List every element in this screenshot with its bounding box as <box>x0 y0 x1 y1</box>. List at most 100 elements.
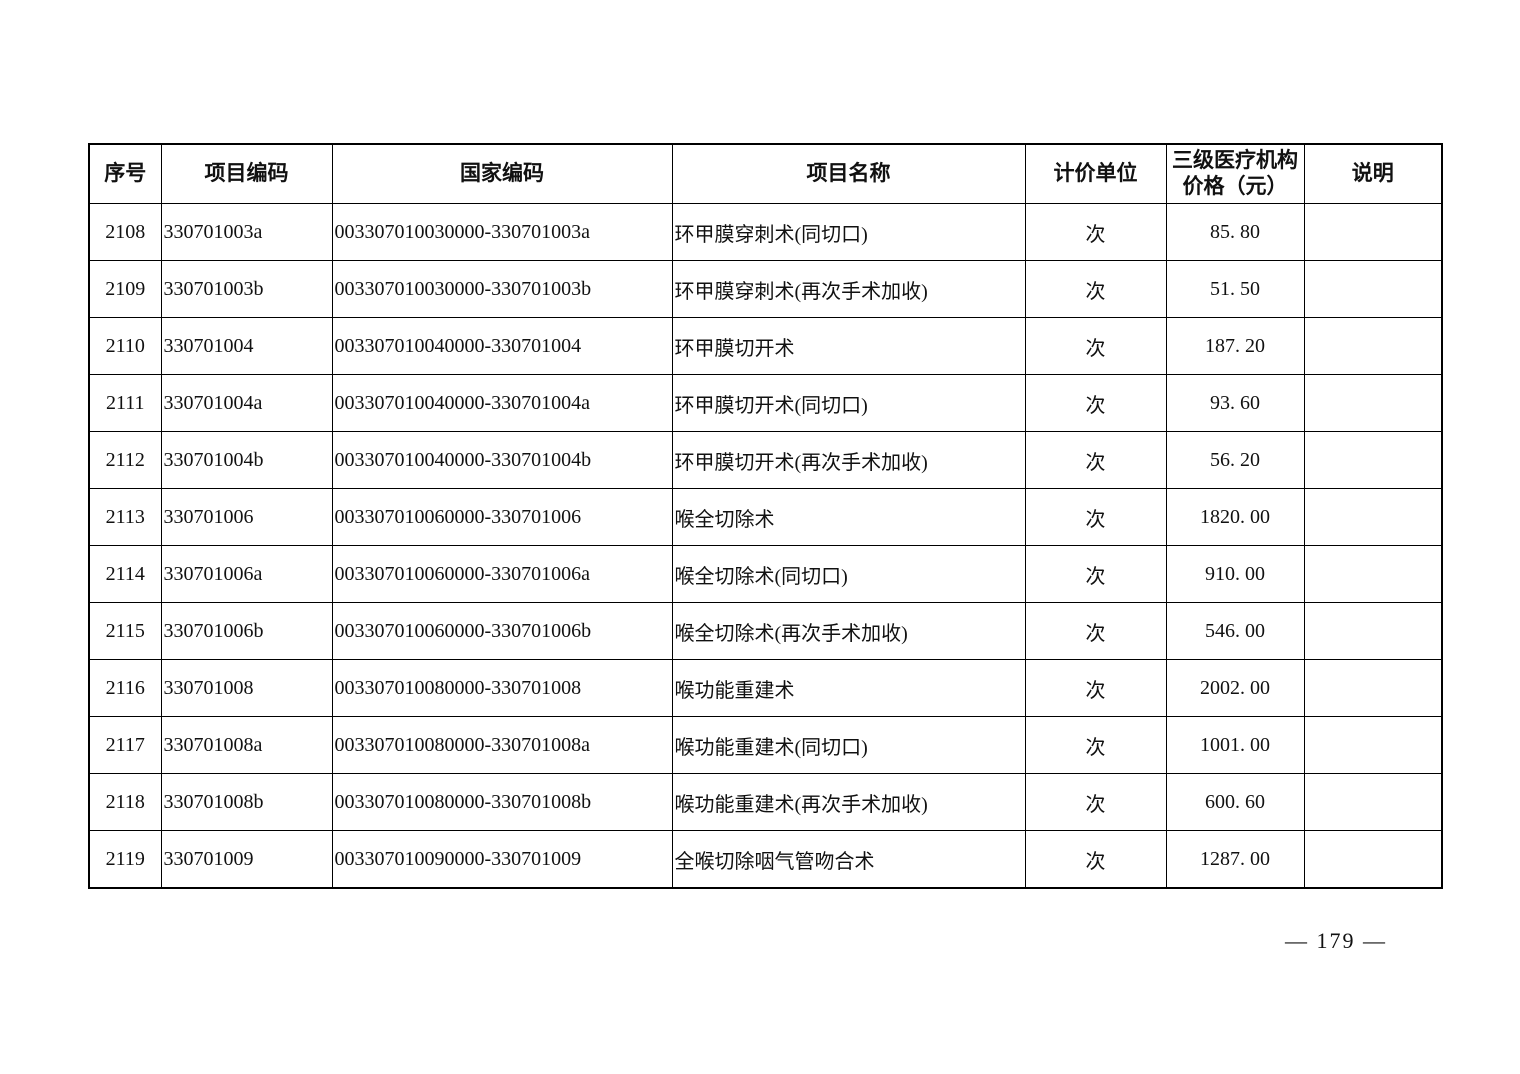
cell-seq: 2111 <box>88 374 162 432</box>
cell-item-code: 330701004b <box>160 431 333 489</box>
cell-price: 93. 60 <box>1165 374 1305 432</box>
cell-price: 85. 80 <box>1165 203 1305 261</box>
cell-name: 喉功能重建术 <box>671 659 1026 717</box>
cell-seq: 2116 <box>88 659 162 717</box>
medical-price-table: 序号 项目编码 国家编码 项目名称 计价单位 三级医疗机构价格（元） 说明 21… <box>88 143 1443 889</box>
cell-note <box>1303 374 1443 432</box>
table-body: 2108 330701003a 003307010030000-330701003a… <box>88 203 1443 889</box>
cell-note <box>1303 716 1443 774</box>
table-header-row: 序号 项目编码 国家编码 项目名称 计价单位 三级医疗机构价格（元） 说明 <box>88 143 1443 204</box>
table-row: 2109 330701003b 003307010030000-330701003b… <box>88 260 1443 318</box>
cell-unit: 次 <box>1024 545 1167 603</box>
cell-seq: 2110 <box>88 317 162 375</box>
cell-unit: 次 <box>1024 431 1167 489</box>
table-row: 2117 330701008a 003307010080000-330701008a… <box>88 716 1443 774</box>
cell-national-code: 003307010040000-330701004b <box>331 431 673 489</box>
cell-unit: 次 <box>1024 260 1167 318</box>
cell-seq: 2109 <box>88 260 162 318</box>
table-row: 2114 330701006a 003307010060000-330701006a… <box>88 545 1443 603</box>
cell-national-code: 003307010090000-330701009 <box>331 830 673 889</box>
header-seq: 序号 <box>88 143 162 204</box>
cell-price: 51. 50 <box>1165 260 1305 318</box>
header-price: 三级医疗机构价格（元） <box>1165 143 1305 204</box>
cell-unit: 次 <box>1024 830 1167 889</box>
cell-national-code: 003307010030000-330701003a <box>331 203 673 261</box>
cell-seq: 2113 <box>88 488 162 546</box>
cell-national-code: 003307010040000-330701004 <box>331 317 673 375</box>
cell-note <box>1303 203 1443 261</box>
cell-note <box>1303 545 1443 603</box>
cell-price: 1001. 00 <box>1165 716 1305 774</box>
cell-item-code: 330701008a <box>160 716 333 774</box>
cell-item-code: 330701003a <box>160 203 333 261</box>
cell-name: 环甲膜切开术(再次手术加收) <box>671 431 1026 489</box>
cell-note <box>1303 659 1443 717</box>
cell-note <box>1303 602 1443 660</box>
cell-name: 环甲膜切开术(同切口) <box>671 374 1026 432</box>
cell-seq: 2112 <box>88 431 162 489</box>
cell-note <box>1303 488 1443 546</box>
cell-price: 1820. 00 <box>1165 488 1305 546</box>
cell-name: 喉功能重建术(同切口) <box>671 716 1026 774</box>
cell-price: 546. 00 <box>1165 602 1305 660</box>
cell-note <box>1303 830 1443 889</box>
cell-national-code: 003307010080000-330701008a <box>331 716 673 774</box>
cell-seq: 2117 <box>88 716 162 774</box>
cell-price: 187. 20 <box>1165 317 1305 375</box>
cell-name: 喉功能重建术(再次手术加收) <box>671 773 1026 831</box>
cell-national-code: 003307010060000-330701006a <box>331 545 673 603</box>
cell-item-code: 330701008b <box>160 773 333 831</box>
table-row: 2116 330701008 003307010080000-330701008 喉功… <box>88 659 1443 717</box>
cell-unit: 次 <box>1024 716 1167 774</box>
cell-national-code: 003307010060000-330701006 <box>331 488 673 546</box>
cell-item-code: 330701003b <box>160 260 333 318</box>
cell-name: 环甲膜穿刺术(再次手术加收) <box>671 260 1026 318</box>
cell-national-code: 003307010060000-330701006b <box>331 602 673 660</box>
cell-unit: 次 <box>1024 317 1167 375</box>
cell-national-code: 003307010030000-330701003b <box>331 260 673 318</box>
cell-note <box>1303 431 1443 489</box>
cell-item-code: 330701006b <box>160 602 333 660</box>
cell-name: 全喉切除咽气管吻合术 <box>671 830 1026 889</box>
cell-item-code: 330701009 <box>160 830 333 889</box>
cell-item-code: 330701006a <box>160 545 333 603</box>
table-row: 2110 330701004 003307010040000-330701004 环甲… <box>88 317 1443 375</box>
cell-item-code: 330701006 <box>160 488 333 546</box>
cell-price: 56. 20 <box>1165 431 1305 489</box>
cell-national-code: 003307010080000-330701008 <box>331 659 673 717</box>
cell-note <box>1303 317 1443 375</box>
table-row: 2115 330701006b 003307010060000-330701006b… <box>88 602 1443 660</box>
cell-seq: 2108 <box>88 203 162 261</box>
cell-name: 喉全切除术 <box>671 488 1026 546</box>
cell-unit: 次 <box>1024 659 1167 717</box>
cell-price: 1287. 00 <box>1165 830 1305 889</box>
cell-unit: 次 <box>1024 602 1167 660</box>
table-row: 2113 330701006 003307010060000-330701006 喉全… <box>88 488 1443 546</box>
page-number: — 179 — <box>1285 928 1387 953</box>
table-row: 2108 330701003a 003307010030000-330701003a… <box>88 203 1443 261</box>
table-row: 2112 330701004b 003307010040000-330701004b… <box>88 431 1443 489</box>
cell-seq: 2114 <box>88 545 162 603</box>
cell-seq: 2119 <box>88 830 162 889</box>
cell-unit: 次 <box>1024 203 1167 261</box>
cell-item-code: 330701004a <box>160 374 333 432</box>
cell-unit: 次 <box>1024 374 1167 432</box>
cell-price: 910. 00 <box>1165 545 1305 603</box>
cell-note <box>1303 260 1443 318</box>
cell-item-code: 330701008 <box>160 659 333 717</box>
cell-seq: 2118 <box>88 773 162 831</box>
table-row: 2119 330701009 003307010090000-330701009 全喉… <box>88 830 1443 889</box>
header-unit: 计价单位 <box>1024 143 1167 204</box>
cell-unit: 次 <box>1024 488 1167 546</box>
cell-name: 环甲膜切开术 <box>671 317 1026 375</box>
header-item-code: 项目编码 <box>160 143 333 204</box>
cell-national-code: 003307010080000-330701008b <box>331 773 673 831</box>
cell-name: 喉全切除术(同切口) <box>671 545 1026 603</box>
cell-note <box>1303 773 1443 831</box>
cell-name: 喉全切除术(再次手术加收) <box>671 602 1026 660</box>
cell-unit: 次 <box>1024 773 1167 831</box>
header-name: 项目名称 <box>671 143 1026 204</box>
cell-price: 2002. 00 <box>1165 659 1305 717</box>
table-row: 2118 330701008b 003307010080000-330701008b… <box>88 773 1443 831</box>
cell-seq: 2115 <box>88 602 162 660</box>
